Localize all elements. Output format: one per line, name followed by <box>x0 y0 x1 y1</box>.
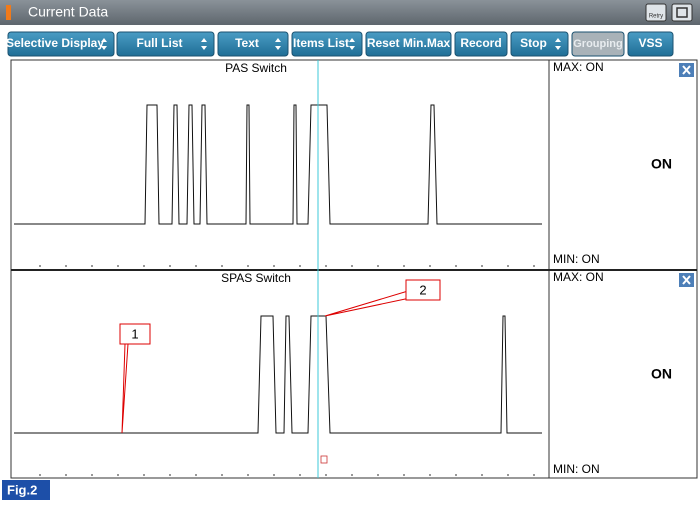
toolbar-button-label: Selective Display <box>6 36 104 50</box>
toolbar-button-label: VSS <box>638 36 662 50</box>
pas-waveform <box>14 104 542 225</box>
toolbar-button[interactable] <box>510 31 569 57</box>
figure-badge <box>2 480 50 500</box>
toolbar: Selective Display Full List Text Items List… <box>6 31 674 57</box>
time-ticks <box>39 265 535 476</box>
signal-name: PAS Switch <box>225 61 287 75</box>
max-label: MAX: ON <box>553 270 604 284</box>
toolbar-button-label: Items List <box>293 36 349 50</box>
dropdown-arrow <box>201 38 207 50</box>
toolbar-button-label: Stop <box>520 36 547 50</box>
callout-1-label: 1 <box>131 326 138 341</box>
toolbar-button[interactable] <box>116 31 215 57</box>
dropdown-arrow <box>349 38 355 50</box>
figure-label: Fig.2 <box>7 482 37 497</box>
toolbar-button[interactable] <box>454 31 508 57</box>
toolbar-button-label: Reset Min.Max <box>367 36 451 50</box>
callout-1-pointer <box>121 343 129 434</box>
close-icon <box>682 275 691 285</box>
window-icon <box>676 7 688 18</box>
spas-waveform <box>14 315 542 434</box>
dropdown-arrow <box>555 38 561 50</box>
toolbar-button-label: Full List <box>137 36 183 50</box>
callout-2-pointer <box>324 290 411 317</box>
min-label: MIN: ON <box>553 462 600 476</box>
callout-2-label: 2 <box>419 282 426 297</box>
window-button[interactable] <box>671 3 693 22</box>
toolbar-button-label: Grouping <box>573 38 623 50</box>
toolbar-button-label: Record <box>460 36 501 50</box>
toolbar-button[interactable] <box>217 31 289 57</box>
max-label: MAX: ON <box>553 60 604 74</box>
toolbar-button[interactable] <box>365 31 452 57</box>
retry-label: Retry <box>649 14 663 20</box>
callout-1-box <box>119 323 151 345</box>
cursor-marker <box>320 455 328 464</box>
retry-button[interactable] <box>645 3 667 22</box>
toolbar-button[interactable] <box>627 31 674 57</box>
dropdown-arrow <box>275 38 281 50</box>
callout-2-box <box>405 279 441 301</box>
current-value: ON <box>651 366 672 382</box>
dropdown-arrow <box>101 38 107 50</box>
title-icon <box>6 5 11 20</box>
close-icon <box>682 65 691 75</box>
title-bar <box>0 0 700 25</box>
toolbar-button[interactable] <box>7 31 115 57</box>
toolbar-button[interactable] <box>571 31 625 57</box>
min-label: MIN: ON <box>553 252 600 266</box>
window-title: Current Data <box>28 4 108 20</box>
toolbar-button-label: Text <box>235 36 259 50</box>
panels: PAS Switch MAX: ON MIN: ON ON SPAS Switch MAX… <box>221 60 694 476</box>
signal-name: SPAS Switch <box>221 271 291 285</box>
toolbar-button[interactable] <box>291 31 363 57</box>
current-value: ON <box>651 156 672 172</box>
